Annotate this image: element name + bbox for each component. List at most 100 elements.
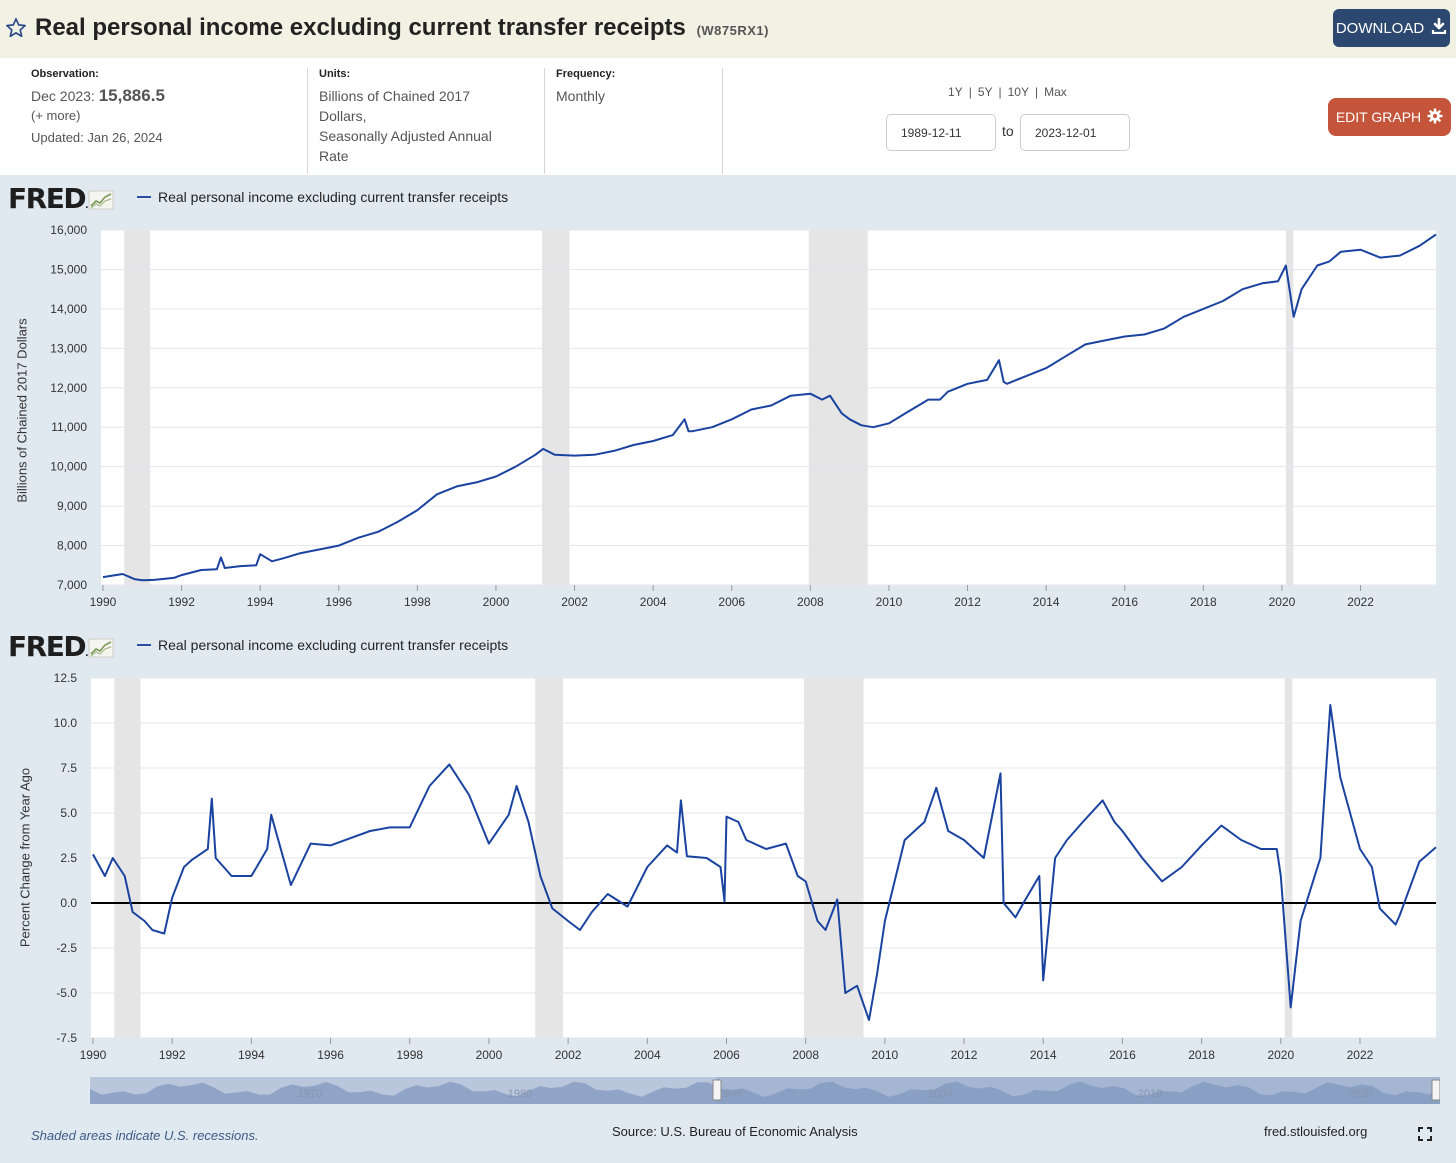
x-tick-label: 2008 <box>797 595 824 609</box>
x-tick-label: 2020 <box>1269 595 1296 609</box>
x-tick-label: 1990 <box>80 1048 107 1062</box>
units-line: Dollars, <box>319 108 367 124</box>
y-tick-label: 12.5 <box>54 671 78 685</box>
to-label: to <box>1002 123 1014 139</box>
y-tick-label: -5.0 <box>56 986 77 1000</box>
x-tick-label: 2008 <box>792 1048 819 1062</box>
divider <box>544 68 545 174</box>
x-tick-label: 1994 <box>238 1048 265 1062</box>
range-10y-link[interactable]: 10Y <box>1007 85 1029 99</box>
download-button[interactable]: DOWNLOAD <box>1333 9 1450 47</box>
x-tick-label: 2002 <box>555 1048 582 1062</box>
y-tick-label: 10.0 <box>54 716 78 730</box>
percent-change-chart: -7.5 -5.0 -2.5 0.0 2.5 5.0 7.5 10.0 12.5 1990 1992… <box>54 671 1437 1062</box>
navigator-label: 1970 <box>298 1088 322 1100</box>
x-tick-label: 2010 <box>876 595 903 609</box>
y-tick-label: -7.5 <box>56 1031 77 1045</box>
range-max-link[interactable]: Max <box>1044 85 1067 99</box>
download-icon <box>1431 17 1447 38</box>
level-chart: 7,000 8,000 9,000 10,000 11,000 12,000 13,000 1… <box>50 223 1437 609</box>
x-tick-label: 1996 <box>317 1048 344 1062</box>
legend[interactable]: Real personal income excluding current t… <box>137 189 508 205</box>
series-line <box>102 233 1437 582</box>
star-icon[interactable] <box>5 17 27 44</box>
site-link[interactable]: fred.stlouisfed.org <box>1264 1124 1368 1139</box>
navigator-label: 1990 <box>718 1088 742 1100</box>
x-tick-label: 1998 <box>396 1048 423 1062</box>
legend[interactable]: Real personal income excluding current t… <box>137 637 508 653</box>
navigator-handle <box>1431 1079 1440 1101</box>
edit-graph-button[interactable]: EDIT GRAPH <box>1328 98 1451 136</box>
metadata-panel: Observation: Dec 2023: 15,886.5 (+ more)… <box>0 58 1456 175</box>
x-tick-label: 1992 <box>168 595 195 609</box>
x-tick-label: 2000 <box>476 1048 503 1062</box>
source-text: Source: U.S. Bureau of Economic Analysis <box>612 1124 858 1139</box>
legend-label: Real personal income excluding current t… <box>158 189 509 205</box>
x-tick-label: 1998 <box>404 595 431 609</box>
observation-value: 15,886.5 <box>98 86 165 105</box>
y-tick-label: 11,000 <box>51 420 87 434</box>
fred-logo-icon[interactable]: FRED. <box>8 182 114 215</box>
x-tick-label: 2012 <box>951 1048 978 1062</box>
x-tick-label: 1994 <box>247 595 274 609</box>
x-tick-label: 2002 <box>561 595 588 609</box>
header-bar: Real personal income excluding current t… <box>0 0 1456 58</box>
fullscreen-icon[interactable] <box>1418 1127 1432 1146</box>
observation-date: Dec 2023: <box>31 88 95 104</box>
navigator-label: 2000 <box>928 1088 952 1100</box>
x-tick-label: 2018 <box>1188 1048 1215 1062</box>
plot-area <box>101 230 1436 585</box>
page-title: Real personal income excluding current t… <box>35 14 769 42</box>
y-tick-label: 8,000 <box>57 539 87 553</box>
x-tick-label: 1996 <box>325 595 352 609</box>
units-line: Rate <box>319 148 349 164</box>
y-tick-label: 7.5 <box>60 761 77 775</box>
y-tick-label: 9,000 <box>57 499 87 513</box>
x-tick-label: 1992 <box>159 1048 186 1062</box>
legend-swatch <box>137 196 151 198</box>
x-tick-label: 2012 <box>954 595 981 609</box>
end-date-input[interactable]: 2023-12-01 <box>1020 114 1130 151</box>
y-tick-label: 14,000 <box>50 302 87 316</box>
recession-band <box>1285 230 1294 585</box>
download-label: DOWNLOAD <box>1335 19 1425 37</box>
x-tick-label: 2010 <box>872 1048 899 1062</box>
y-tick-label: 10,000 <box>50 460 87 474</box>
fred-logo-icon[interactable]: FRED. <box>8 630 114 663</box>
x-tick-label: 2018 <box>1190 595 1217 609</box>
start-date-input[interactable]: 1989-12-11 <box>886 114 996 151</box>
x-tick-label: 2014 <box>1030 1048 1057 1062</box>
range-links: 1Y | 5Y | 10Y | Max <box>948 85 1067 99</box>
x-tick-label: 2014 <box>1033 595 1060 609</box>
observation-heading: Observation: <box>31 68 99 80</box>
navigator-area <box>90 1081 1440 1104</box>
range-5y-link[interactable]: 5Y <box>977 85 993 99</box>
navigator-label: 2020 <box>1348 1088 1372 1100</box>
y-tick-label: 5.0 <box>60 806 77 820</box>
x-tick-label: 2022 <box>1347 595 1374 609</box>
x-tick-label: 2006 <box>718 595 745 609</box>
more-link[interactable]: (+ more) <box>31 108 81 123</box>
x-tick-label: 1990 <box>90 595 117 609</box>
observation-block: Observation: Dec 2023: 15,886.5 (+ more)… <box>31 68 165 148</box>
y-tick-label: 15,000 <box>50 262 87 276</box>
range-1y-link[interactable]: 1Y <box>948 85 963 99</box>
units-heading: Units: <box>319 68 351 80</box>
updated-date: Updated: Jan 26, 2024 <box>31 130 163 145</box>
y-tick-label: 0.0 <box>60 896 77 910</box>
recession-band <box>541 230 570 585</box>
divider <box>307 68 308 174</box>
units-line: Billions of Chained 2017 <box>319 88 470 104</box>
y-tick-label: 2.5 <box>60 851 77 865</box>
range-navigator[interactable]: 1970 1980 1990 2000 2010 2020 <box>90 1077 1440 1104</box>
y-tick-label: 7,000 <box>57 578 87 592</box>
series-line <box>92 704 1437 1021</box>
navigator-handle <box>712 1079 722 1101</box>
series-id: (W875RX1) <box>696 23 769 38</box>
legend-swatch <box>137 644 151 646</box>
navigator-label: 1980 <box>508 1088 532 1100</box>
units-line: Seasonally Adjusted Annual <box>319 128 492 144</box>
observation-line: Dec 2023: 15,886.5 <box>31 86 165 106</box>
x-tick-label: 2020 <box>1267 1048 1294 1062</box>
x-tick-label: 2022 <box>1347 1048 1374 1062</box>
